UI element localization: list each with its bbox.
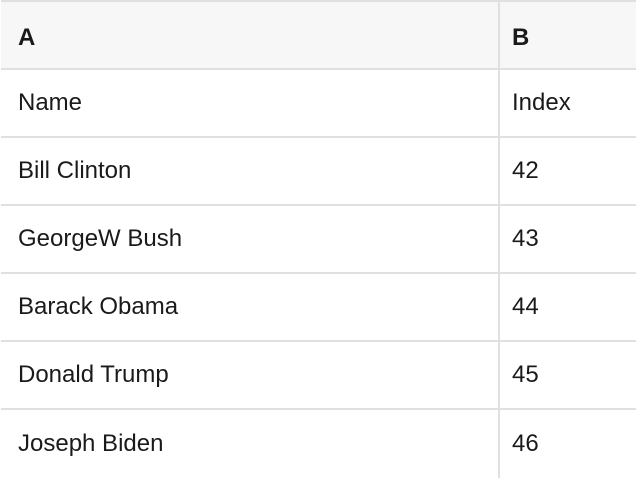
table-cell[interactable]: Donald Trump xyxy=(1,342,498,410)
table-cell[interactable]: 44 xyxy=(498,274,636,342)
table-cell[interactable]: 43 xyxy=(498,206,636,274)
table-cell[interactable]: 46 xyxy=(498,410,636,478)
table-cell[interactable]: Barack Obama xyxy=(1,274,498,342)
table-cell[interactable]: 42 xyxy=(498,138,636,206)
column-header-a[interactable]: A xyxy=(1,2,498,70)
table-cell[interactable]: Joseph Biden xyxy=(1,410,498,478)
table-cell[interactable]: 45 xyxy=(498,342,636,410)
table-cell[interactable]: Index xyxy=(498,70,636,138)
spreadsheet-table: A B Name Index Bill Clinton 42 GeorgeW B… xyxy=(1,0,636,478)
table-cell[interactable]: Name xyxy=(1,70,498,138)
table-cell[interactable]: GeorgeW Bush xyxy=(1,206,498,274)
column-header-b[interactable]: B xyxy=(498,2,636,70)
table-cell[interactable]: Bill Clinton xyxy=(1,138,498,206)
